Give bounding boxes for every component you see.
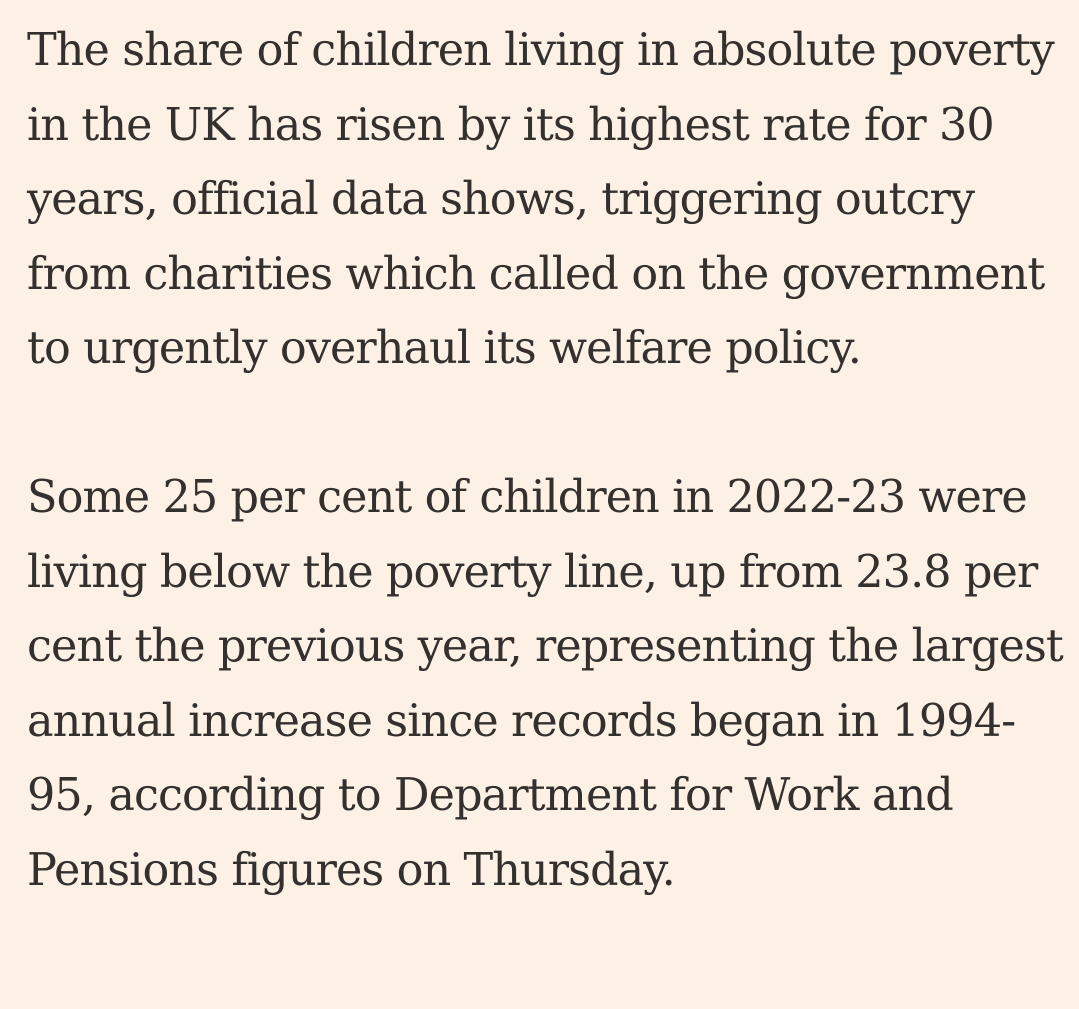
article-paragraph-2: Some 25 per cent of children in 2022-23 … — [27, 472, 1064, 896]
article-body: The share of children living in absolute… — [27, 14, 1067, 908]
article-paragraph-1: The share of children living in absolute… — [27, 25, 1055, 374]
